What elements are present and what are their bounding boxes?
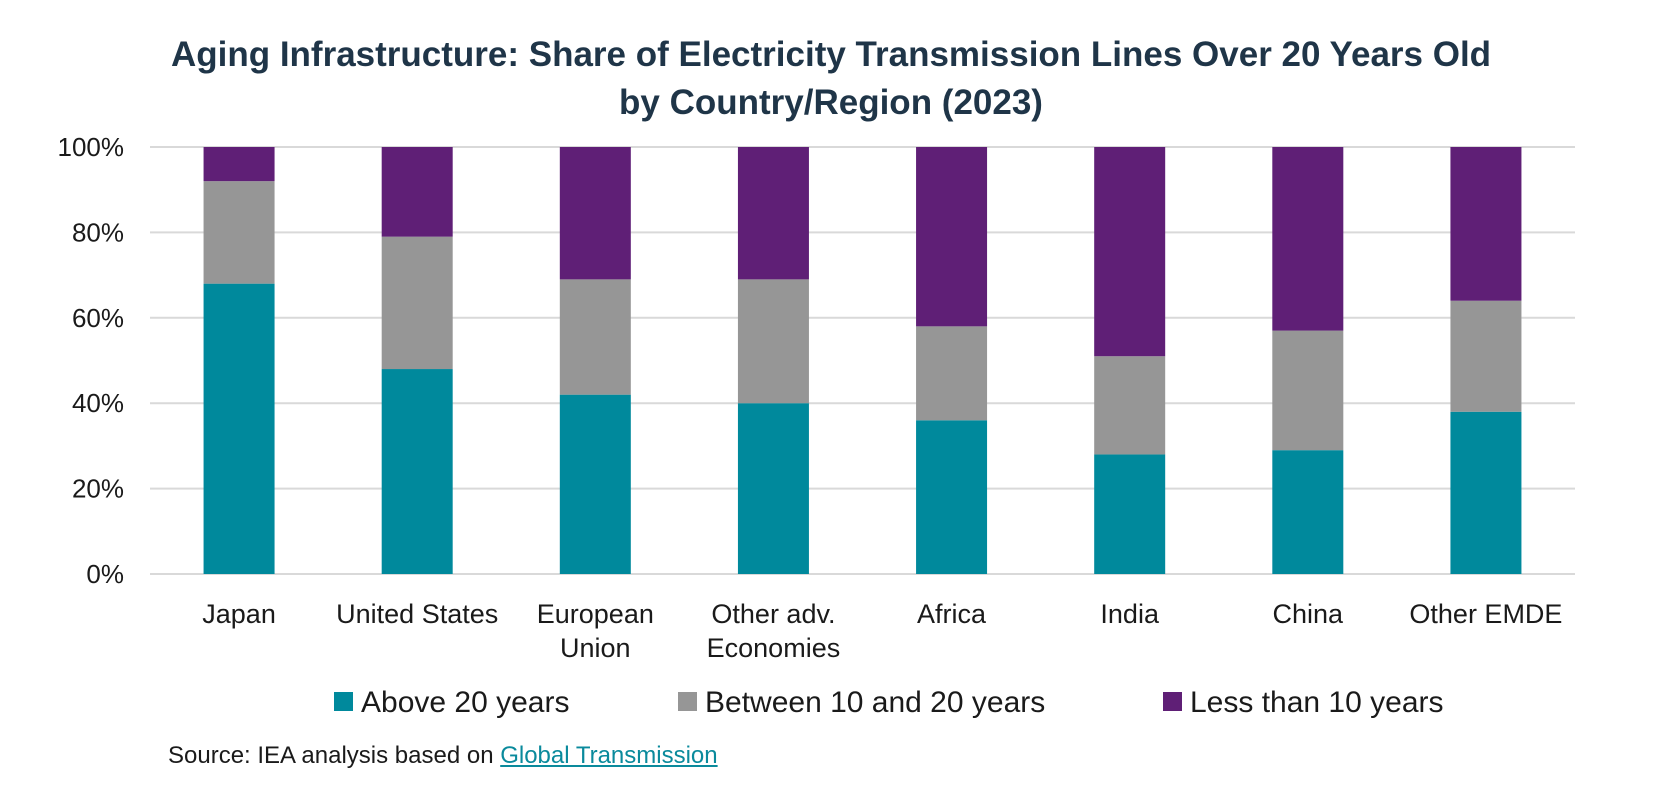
bar-stack bbox=[1272, 147, 1344, 574]
bar-segment bbox=[381, 147, 453, 237]
bar-segment bbox=[559, 394, 631, 574]
category-label: Other adv. Economies bbox=[707, 599, 841, 663]
bar-segment bbox=[203, 181, 275, 284]
source-prefix: Source: IEA analysis based on bbox=[168, 742, 501, 769]
source-note: Source: IEA analysis based on Global Tra… bbox=[168, 742, 718, 770]
category-label-line: United States bbox=[336, 599, 498, 629]
bar-segment bbox=[559, 147, 631, 280]
category-label-line: Economies bbox=[707, 633, 841, 663]
bar-segment bbox=[203, 283, 275, 574]
bar-stacks bbox=[203, 147, 1522, 574]
legend-item: Above 20 years bbox=[334, 686, 569, 719]
legend-swatch bbox=[334, 692, 353, 711]
bar-segment bbox=[1450, 411, 1522, 574]
bar-segment bbox=[737, 147, 809, 280]
bar-stack bbox=[916, 147, 988, 574]
legend-label: Between 10 and 20 years bbox=[705, 686, 1045, 719]
y-tick-label: 80% bbox=[72, 217, 124, 247]
bar-segment bbox=[381, 236, 453, 370]
bar-stack bbox=[381, 147, 453, 574]
category-label: India bbox=[1100, 599, 1160, 629]
bar-stack bbox=[737, 147, 809, 574]
bar-segment bbox=[559, 279, 631, 395]
chart-title: Aging Infrastructure: Share of Electrici… bbox=[171, 35, 1491, 122]
legend-item: Between 10 and 20 years bbox=[678, 686, 1045, 719]
legend-swatch bbox=[1163, 692, 1182, 711]
category-label: Other EMDE bbox=[1409, 599, 1562, 629]
bar-segment bbox=[1094, 454, 1166, 574]
category-label-line: China bbox=[1273, 599, 1345, 629]
bar-segment bbox=[737, 279, 809, 404]
category-label-line: Africa bbox=[917, 599, 987, 629]
category-label: United States bbox=[336, 599, 498, 629]
y-tick-label: 20% bbox=[72, 474, 124, 504]
category-label-line: Other EMDE bbox=[1409, 599, 1562, 629]
bar-segment bbox=[381, 369, 453, 574]
category-label: European Union bbox=[537, 599, 654, 663]
y-tick-label: 100% bbox=[58, 132, 125, 162]
bar-segment bbox=[1272, 330, 1344, 451]
legend-label: Above 20 years bbox=[361, 686, 569, 719]
category-label-line: India bbox=[1100, 599, 1160, 629]
y-tick-label: 40% bbox=[72, 388, 124, 418]
legend-item: Less than 10 years bbox=[1163, 686, 1444, 719]
bar-segment bbox=[1094, 356, 1166, 455]
y-axis-tick-labels: 0% 20% 40% 60% 80% 100% bbox=[58, 132, 125, 589]
x-axis-category-labels: Japan United States European Union Other adv… bbox=[202, 599, 1562, 663]
source-link[interactable]: Global Transmission bbox=[500, 742, 718, 769]
bar-stack bbox=[559, 147, 631, 574]
category-label-line: European bbox=[537, 599, 654, 629]
bar-segment bbox=[1272, 147, 1344, 331]
legend: Above 20 years Between 10 and 20 years Les… bbox=[334, 686, 1444, 719]
category-label: Japan bbox=[202, 599, 276, 629]
category-label-line: Union bbox=[560, 633, 631, 663]
y-tick-label: 60% bbox=[72, 303, 124, 333]
category-label-line: Other adv. bbox=[711, 599, 835, 629]
category-label: China bbox=[1273, 599, 1345, 629]
bar-segment bbox=[916, 420, 988, 574]
legend-swatch bbox=[678, 692, 697, 711]
bar-segment bbox=[737, 403, 809, 574]
bar-segment bbox=[1450, 147, 1522, 301]
bar-stack bbox=[203, 147, 275, 574]
category-label-line: Japan bbox=[202, 599, 276, 629]
bar-segment bbox=[1094, 147, 1166, 357]
legend-label: Less than 10 years bbox=[1190, 686, 1444, 719]
category-label: Africa bbox=[917, 599, 987, 629]
gridlines bbox=[150, 146, 1575, 575]
bar-segment bbox=[916, 147, 988, 327]
bar-stack bbox=[1450, 147, 1522, 574]
bar-stack bbox=[1094, 147, 1166, 574]
bar-segment bbox=[1450, 300, 1522, 412]
y-tick-label: 0% bbox=[86, 559, 124, 589]
bar-segment bbox=[203, 147, 275, 182]
bar-segment bbox=[916, 326, 988, 421]
chart-title-line-2: by Country/Region (2023) bbox=[619, 83, 1043, 122]
chart-title-line-1: Aging Infrastructure: Share of Electrici… bbox=[171, 35, 1491, 74]
bar-segment bbox=[1272, 450, 1344, 574]
